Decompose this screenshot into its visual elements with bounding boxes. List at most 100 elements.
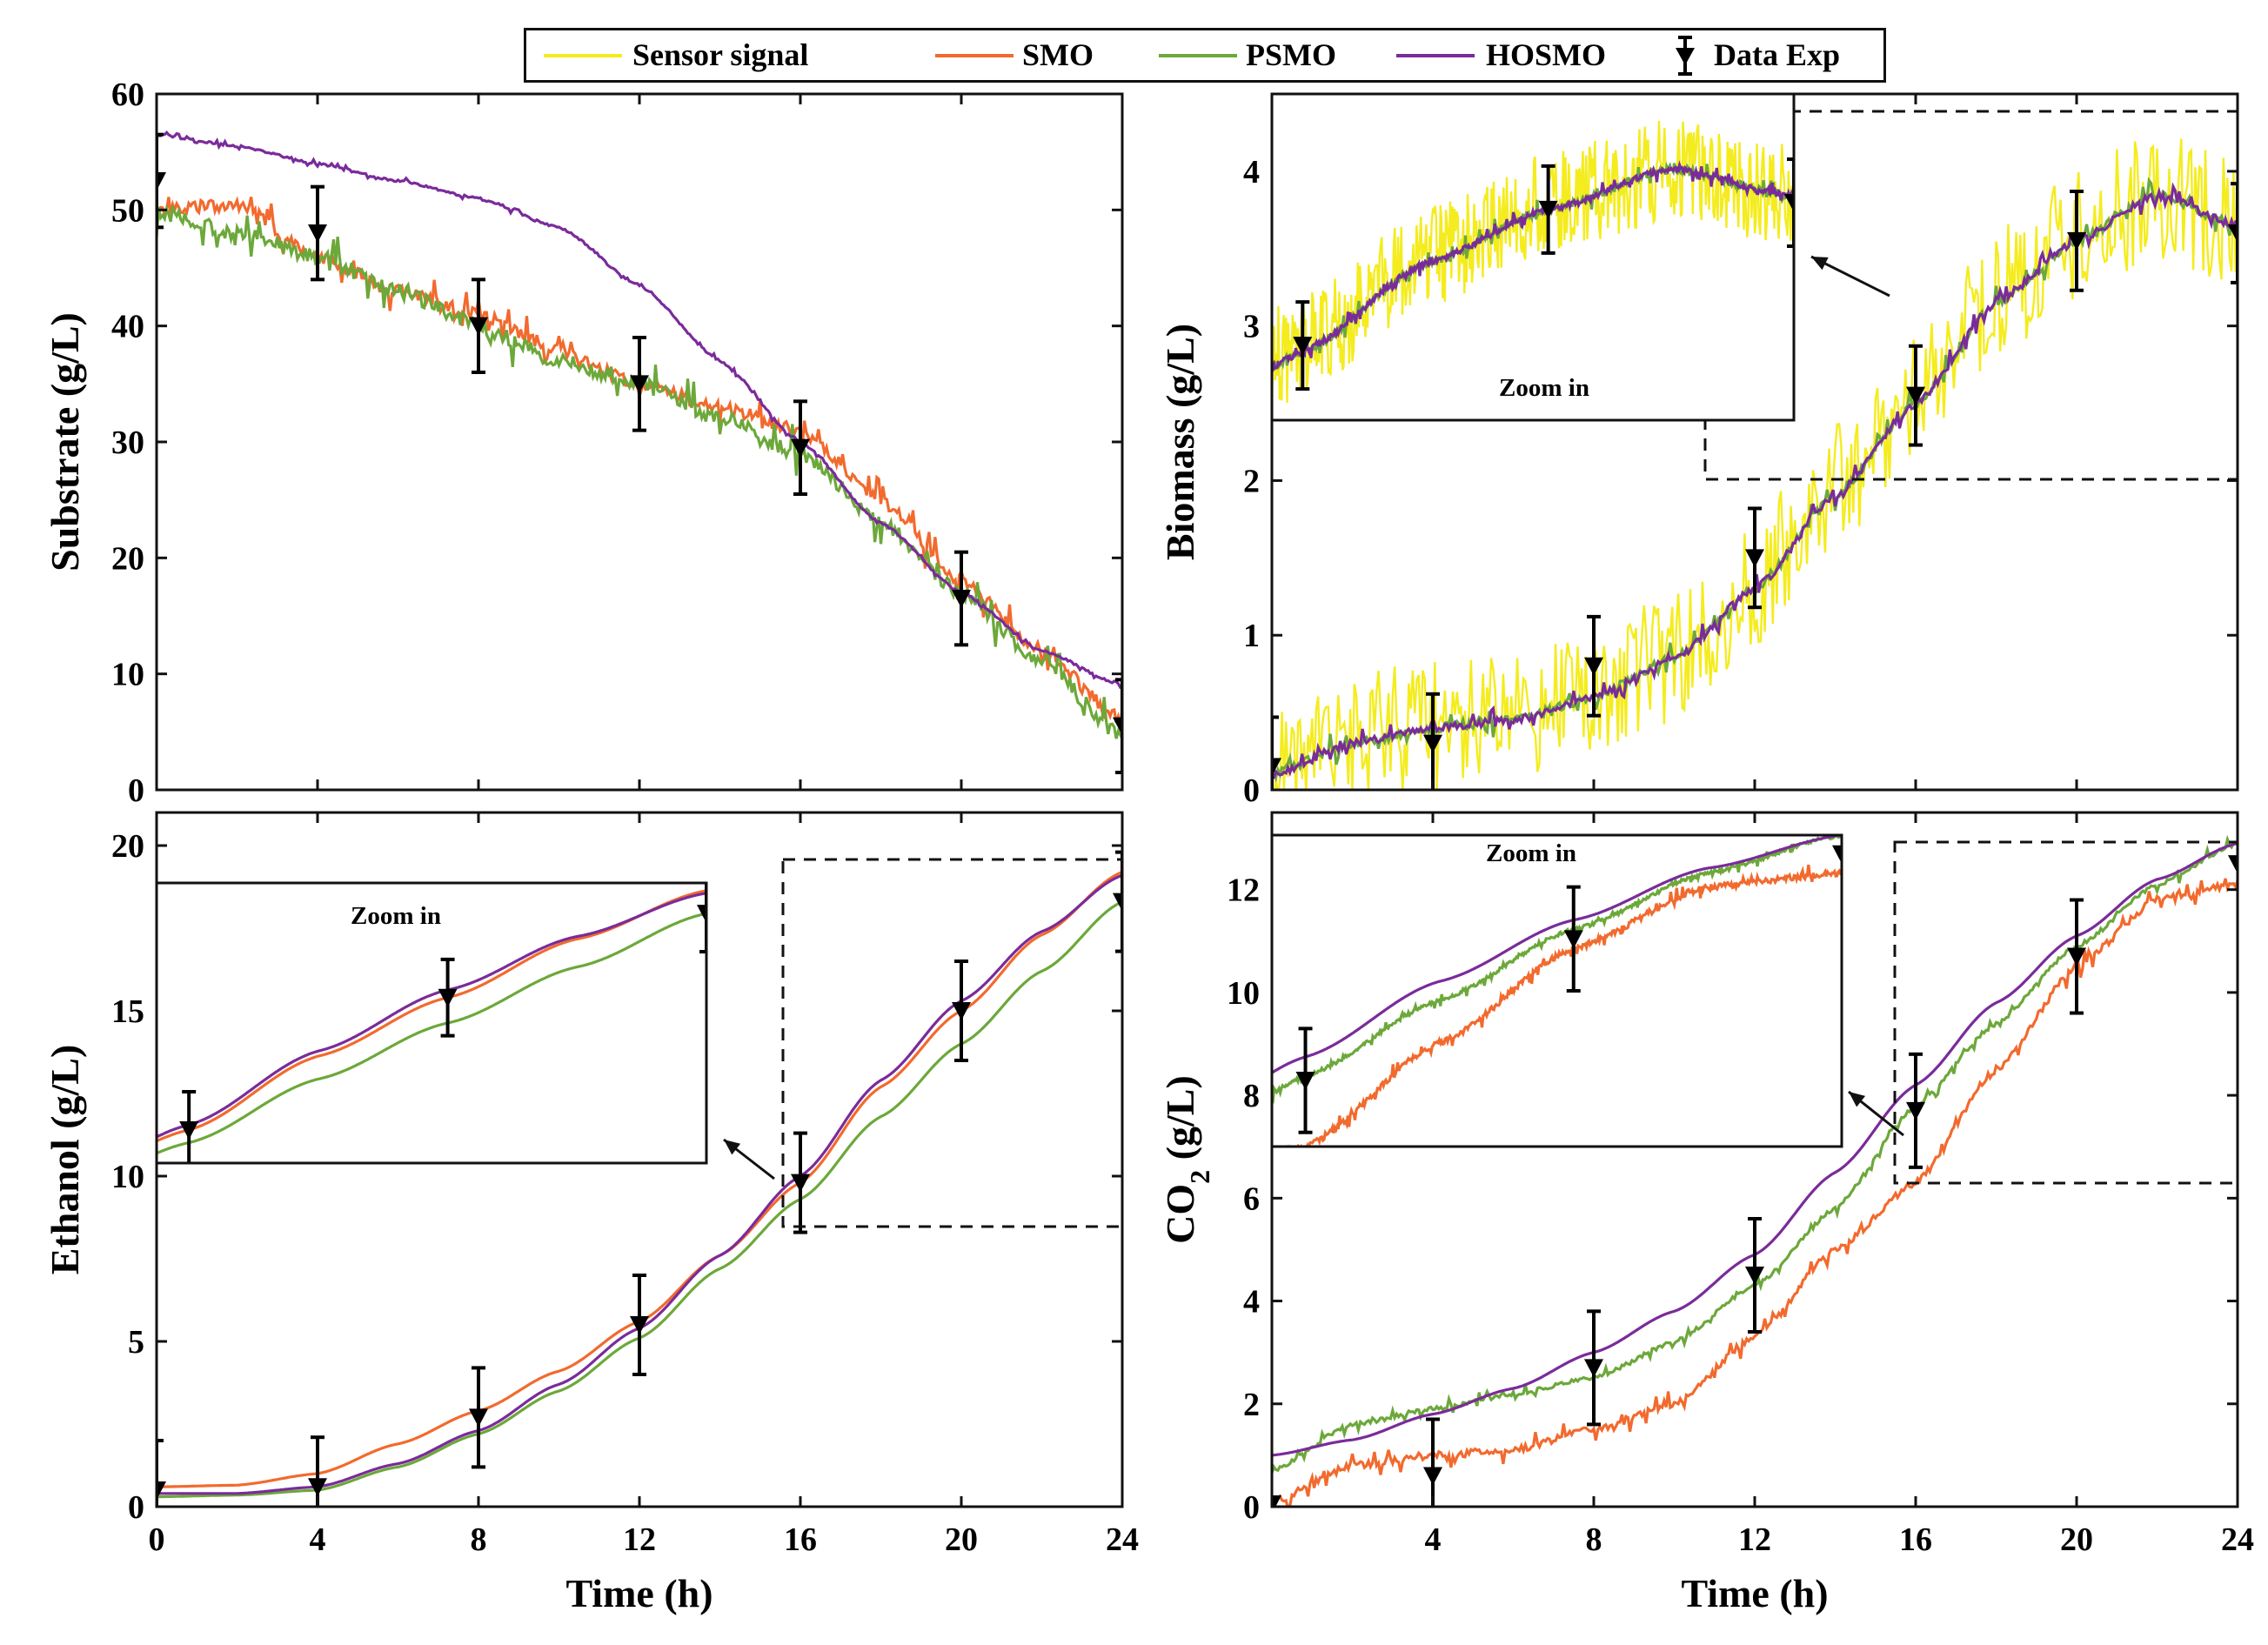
zoom-arrow-head: [724, 1140, 741, 1155]
series-line-smo: [157, 196, 1122, 726]
y-tick-label: 10: [1227, 975, 1260, 1012]
data-exp-point: [438, 957, 458, 1038]
data-exp-marker: [1784, 194, 1794, 212]
legend-swatch-1: [935, 54, 1014, 57]
y-axis-label: Biomass (g/L): [1158, 324, 1202, 560]
data-exp-point: [1047, 445, 1067, 532]
data-exp-point: [1563, 885, 1583, 993]
data-exp-point: [2067, 190, 2086, 292]
data-exp-marker: [1745, 549, 1764, 568]
inset-zoom-biomass: Zoom in: [311, 92, 2239, 681]
data-exp-marker: [791, 438, 810, 458]
data-exp-marker: [697, 905, 706, 924]
data-exp-marker: [1423, 734, 1442, 753]
data-exp-marker: [1293, 337, 1313, 356]
axes-box: [155, 92, 1124, 792]
data-exp-point: [630, 1274, 649, 1376]
x-tick-label: 12: [1738, 1521, 1771, 1558]
inset-frame: [155, 881, 708, 1165]
series-line-psmo: [1272, 835, 1842, 1105]
data-exp-marker: [1906, 386, 1925, 405]
data-exp-marker: [2228, 855, 2238, 874]
x-tick-label: 24: [2221, 1521, 2254, 1558]
data-exp-point: [759, 1265, 779, 1368]
inset-frame: [1270, 92, 1796, 422]
y-tick-label: 15: [111, 993, 144, 1030]
legend-label-3: HOSMO: [1486, 37, 1607, 72]
data-exp-marker: [1832, 845, 1842, 864]
inset-title: Zoom in: [351, 902, 441, 930]
data-exp-marker: [2228, 224, 2238, 243]
inset-title: Zoom in: [1486, 839, 1576, 867]
data-exp-point: [1295, 1026, 1315, 1134]
legend-swatch-0: [544, 54, 622, 57]
data-exp-point: [1423, 692, 1442, 790]
data-exp-point: [308, 184, 327, 282]
y-tick-label: 60: [111, 77, 144, 113]
y-tick-label: 4: [1243, 154, 1260, 191]
x-axis-label: Time (h): [1681, 1571, 1828, 1615]
inset-border: [155, 881, 708, 1165]
chart-biomass: 0 1 2 3 4 Biomass (g/L) Zoom in: [311, 92, 2239, 809]
y-tick-label: 20: [111, 828, 144, 865]
data-exp-point: [2228, 182, 2238, 284]
zoom-region: [1893, 840, 2239, 1185]
legend-label-1: SMO: [1022, 37, 1094, 72]
data-exp-point: [1784, 157, 1794, 248]
y-tick-label: 20: [111, 540, 144, 577]
series-line-smo: [1288, 864, 1842, 1147]
inset-zoom-co2: Zoom in: [224, 833, 2239, 1451]
data-exp-point: [791, 1131, 810, 1234]
zoom-arrow-head: [1811, 257, 1829, 271]
data-exp-point: [1113, 678, 1122, 774]
y-tick-label: 4: [1243, 1284, 1260, 1321]
data-exp-point: [469, 278, 488, 374]
data-exp-marker: [311, 663, 330, 681]
data-exp-marker: [1563, 930, 1583, 949]
series-line-psmo: [157, 912, 706, 1155]
data-exp-point: [1538, 164, 1558, 255]
x-tick-label: 16: [1899, 1521, 1932, 1558]
data-exp-point: [952, 960, 971, 1062]
data-exp-marker: [224, 1433, 243, 1451]
data-exp-point: [179, 1090, 199, 1163]
data-exp-marker: [1113, 893, 1122, 912]
x-tick-label: 24: [1106, 1521, 1139, 1558]
data-exp-point: [1745, 1216, 1764, 1334]
legend-swatch-2: [1159, 54, 1237, 57]
chart-ethanol: 0 5 10 15 20 0 4 8 12 16 20 24 Time (h) Ethanol (g/L)…: [43, 811, 1139, 1615]
data-exp-marker: [630, 1316, 649, 1334]
y-tick-label: 3: [1243, 309, 1260, 345]
data-exp-marker: [438, 988, 458, 1007]
data-exp-point: [157, 132, 166, 230]
data-exp-marker: [630, 375, 649, 394]
data-exp-marker: [157, 1481, 166, 1500]
y-tick-label: 2: [1243, 1387, 1260, 1423]
data-exp-point: [1906, 344, 1925, 447]
y-tick-label: 1: [1243, 618, 1260, 654]
data-exp-point: [2067, 898, 2086, 1015]
x-tick-label: 16: [784, 1521, 817, 1558]
data-exp-point: [1272, 715, 1281, 790]
data-exp-marker: [952, 590, 971, 608]
y-tick-label: 6: [1243, 1180, 1260, 1217]
data-exp-point: [791, 399, 810, 496]
zoom-arrow-head: [1849, 1092, 1866, 1107]
data-exp-marker: [1745, 1267, 1764, 1285]
inset-border: [1270, 92, 1796, 422]
y-tick-label: 10: [111, 657, 144, 693]
data-exp-point: [1113, 850, 1122, 953]
data-exp-point: [157, 1439, 166, 1507]
x-tick-label: 8: [471, 1521, 487, 1558]
data-exp-marker: [791, 1174, 810, 1193]
x-tick-label: 4: [1425, 1521, 1442, 1558]
data-exp-marker: [1272, 1495, 1281, 1507]
data-exp-marker: [308, 1478, 327, 1497]
y-axis-label-units: (g/L): [1158, 1075, 1202, 1170]
legend-label-4: Data Exp: [1714, 37, 1841, 72]
y-tick-label: 0: [128, 772, 144, 809]
data-exp-point: [1423, 1417, 1442, 1507]
data-exp-point: [952, 550, 971, 647]
y-tick-label: 2: [1243, 463, 1260, 499]
